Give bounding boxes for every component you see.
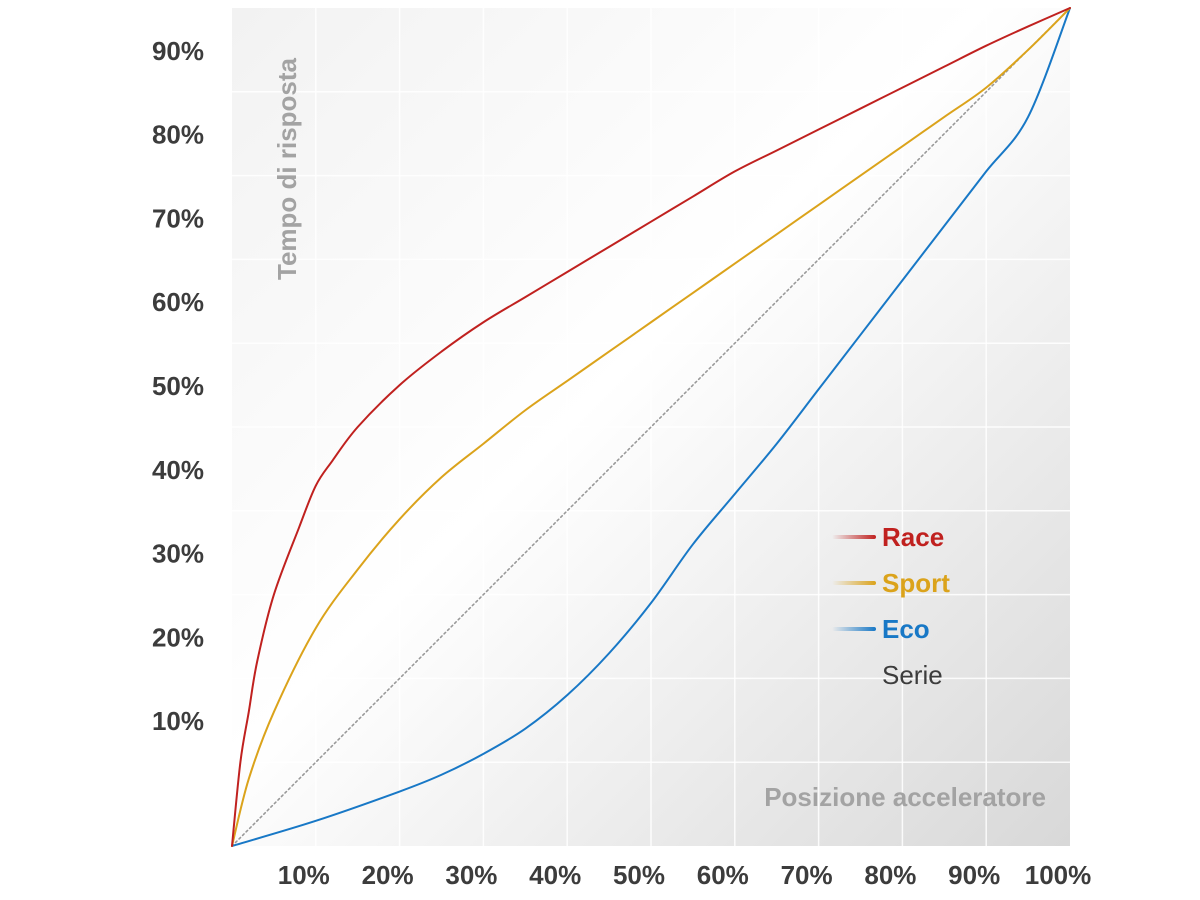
x-tick-label: 10% <box>278 860 330 890</box>
legend-swatch-sport <box>832 581 876 585</box>
y-tick-label: 80% <box>152 120 204 150</box>
y-tick-label: 70% <box>152 203 204 233</box>
x-tick-label: 30% <box>445 860 497 890</box>
y-axis-title: Tempo di risposta <box>272 57 302 280</box>
x-tick-label: 50% <box>613 860 665 890</box>
x-tick-label: 80% <box>864 860 916 890</box>
y-tick-label: 40% <box>152 455 204 485</box>
legend-label-serie: Serie <box>882 660 943 690</box>
series-line-eco <box>231 7 1071 847</box>
y-tick-label: 60% <box>152 287 204 317</box>
x-tick-label: 70% <box>781 860 833 890</box>
x-axis-title: Posizione acceleratore <box>764 782 1046 812</box>
y-tick-label: 20% <box>152 622 204 652</box>
y-tick-label: 50% <box>152 371 204 401</box>
series-layer <box>231 7 1071 847</box>
legend-swatch-race <box>832 535 876 539</box>
x-tick-label: 90% <box>948 860 1000 890</box>
y-tick-label: 30% <box>152 539 204 569</box>
series-line-serie <box>231 7 1071 847</box>
y-tick-label: 90% <box>152 36 204 66</box>
x-tick-label: 40% <box>529 860 581 890</box>
legend-label-eco: Eco <box>882 614 930 644</box>
series-line-sport <box>231 7 1071 847</box>
legend-label-race: Race <box>882 522 944 552</box>
x-tick-label: 20% <box>362 860 414 890</box>
legend-label-sport: Sport <box>882 568 950 598</box>
y-tick-labels: 10%20%30%40%50%60%70%80%90%100% <box>152 36 204 736</box>
x-tick-label: 100% <box>1025 860 1092 890</box>
x-tick-label: 60% <box>697 860 749 890</box>
y-tick-label: 10% <box>152 706 204 736</box>
series-line-race <box>231 7 1071 847</box>
x-tick-labels: 10% 20% 30% 40% 50% 60% 70% 80% 90% 100% <box>278 860 1091 890</box>
legend-swatch-eco <box>832 627 876 631</box>
legend: Race Sport Eco Serie <box>832 522 950 690</box>
